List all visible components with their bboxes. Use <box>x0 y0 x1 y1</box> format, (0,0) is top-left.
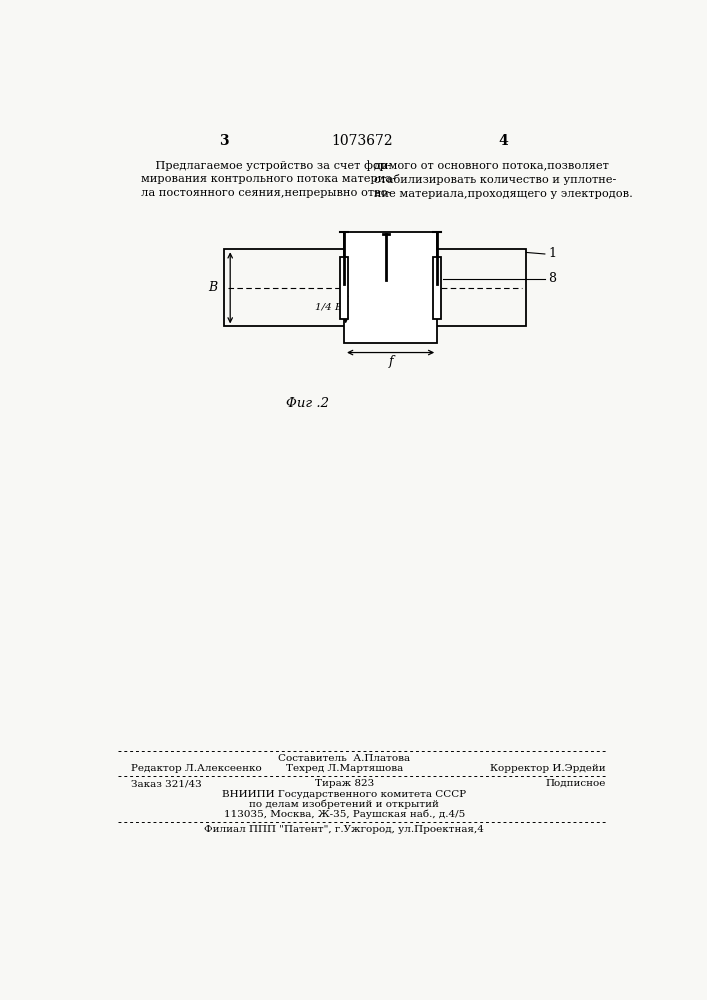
Text: Редактор Л.Алексеенко: Редактор Л.Алексеенко <box>131 764 262 773</box>
Bar <box>433 257 441 319</box>
Bar <box>344 232 437 343</box>
Bar <box>224 249 526 326</box>
Text: 1: 1 <box>548 247 556 260</box>
Text: B: B <box>209 281 218 294</box>
Text: Составитель  А.Платова: Составитель А.Платова <box>278 754 410 763</box>
Text: 113035, Москва, Ж-35, Раушская наб., д.4/5: 113035, Москва, Ж-35, Раушская наб., д.4… <box>223 810 464 819</box>
Text: Филиал ППП "Патент", г.Ужгород, ул.Проектная,4: Филиал ППП "Патент", г.Ужгород, ул.Проек… <box>204 825 484 834</box>
Text: 3: 3 <box>219 134 229 148</box>
Text: по делам изобретений и открытий: по делам изобретений и открытий <box>249 800 439 809</box>
Text: Тираж 823: Тираж 823 <box>315 779 374 788</box>
Bar <box>340 257 348 319</box>
Text: 4: 4 <box>498 134 508 148</box>
Text: 8: 8 <box>548 272 556 285</box>
Text: 1073672: 1073672 <box>331 134 393 148</box>
Text: Подписное: Подписное <box>546 779 606 788</box>
Text: Предлагаемое устройство за счет фор-
мирования контрольного потока материа-
ла п: Предлагаемое устройство за счет фор- мир… <box>141 160 396 198</box>
Text: Заказ 321/43: Заказ 321/43 <box>131 779 201 788</box>
Text: f: f <box>388 355 393 368</box>
Text: 1/4 B: 1/4 B <box>315 303 343 312</box>
Text: Корректор И.Эрдейи: Корректор И.Эрдейи <box>491 764 606 773</box>
Text: Φиг .2: Φиг .2 <box>286 397 329 410</box>
Text: ВНИИПИ Государственного комитета СССР: ВНИИПИ Государственного комитета СССР <box>222 790 466 799</box>
Text: Техред Л.Мартяшова: Техред Л.Мартяшова <box>286 764 403 773</box>
Text: димого от основного потока,позволяет
стабилизировать количество и уплотне-
ние м: димого от основного потока,позволяет ста… <box>373 160 633 199</box>
